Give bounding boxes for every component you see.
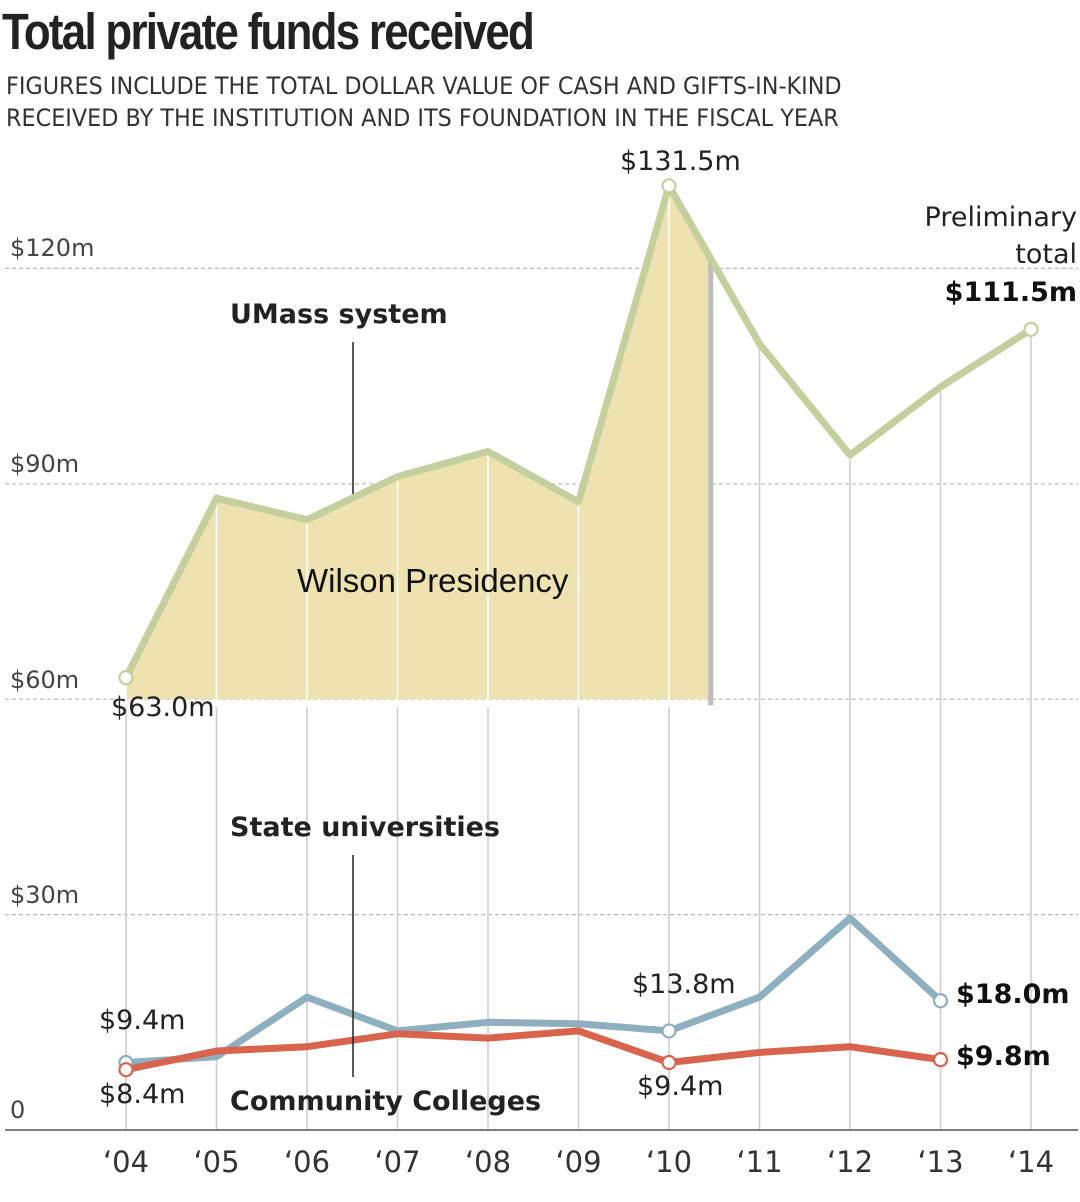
highlight-points (118, 178, 1039, 1078)
umass-series-line (122, 182, 1035, 682)
state-series-line (122, 914, 944, 1067)
y-tick-label: $90m (10, 450, 79, 478)
x-tick-label: ‘08 (465, 1145, 511, 1179)
chart-subtitle: FIGURES INCLUDE THE TOTAL DOLLAR VALUE O… (6, 70, 842, 134)
x-tick-label: ‘13 (917, 1145, 963, 1179)
state-end-label: $18.0m (956, 979, 1070, 1010)
x-tick-label: ‘05 (193, 1145, 239, 1179)
wilson-shaded-area (126, 185, 710, 700)
community-point (932, 1052, 949, 1068)
x-tick-label: ‘07 (374, 1145, 420, 1179)
y-tick-label: $30m (10, 881, 79, 909)
umass-point (661, 178, 677, 194)
x-tick-label: ‘14 (1008, 1145, 1054, 1179)
preliminary-label-line-2: total (1015, 239, 1077, 270)
umass-end-label: $111.5m (945, 277, 1077, 308)
community-point (118, 1062, 134, 1078)
state-point (661, 1023, 677, 1039)
x-tick-label: ‘10 (646, 1145, 692, 1179)
chart-title: Total private funds received (2, 3, 535, 60)
x-tick-label: ‘06 (284, 1145, 330, 1179)
community-series-line (122, 1027, 944, 1074)
subtitle-line-1: FIGURES INCLUDE THE TOTAL DOLLAR VALUE O… (6, 72, 842, 100)
community-mid-label: $9.4m (637, 1071, 723, 1102)
community-start-label: $8.4m (99, 1079, 185, 1110)
x-tick-label: ‘04 (103, 1145, 149, 1179)
y-tick-label: $120m (10, 234, 94, 262)
state-start-label: $9.4m (99, 1005, 185, 1036)
chart-text: 0 $30m $60m $90m $120m UMass system Stat… (10, 146, 1077, 1124)
x-tick-label: ‘12 (827, 1145, 873, 1179)
state-mid-label: $13.8m (632, 969, 736, 1000)
umass-point (1023, 321, 1039, 338)
wilson-presidency-region (126, 185, 714, 706)
series-label-umass: UMass system (230, 299, 448, 330)
state-point (932, 993, 949, 1009)
community-end-label: $9.8m (956, 1041, 1051, 1072)
series-label-state: State universities (230, 812, 500, 843)
y-tick-label: $60m (10, 666, 79, 694)
subtitle-line-2: RECEIVED BY THE INSTITUTION AND ITS FOUN… (6, 104, 839, 132)
x-tick-label: ‘11 (736, 1145, 782, 1179)
umass-point (118, 670, 134, 686)
series-lines (122, 182, 1035, 1074)
wilson-presidency-label: Wilson Presidency (297, 562, 569, 599)
umass-peak-label: $131.5m (620, 146, 741, 177)
series-label-community: Community Colleges (230, 1086, 541, 1117)
y-tick-label: 0 (10, 1096, 25, 1124)
x-axis-labels: ‘04 ‘05 ‘06 ‘07 ‘08 ‘09 ‘10 ‘11 ‘12 ‘13 ‘14 (103, 1145, 1054, 1179)
preliminary-label-line-1: Preliminary (925, 202, 1077, 233)
community-point (661, 1054, 677, 1071)
x-tick-label: ‘09 (555, 1145, 601, 1179)
umass-start-label: $63.0m (111, 692, 215, 723)
